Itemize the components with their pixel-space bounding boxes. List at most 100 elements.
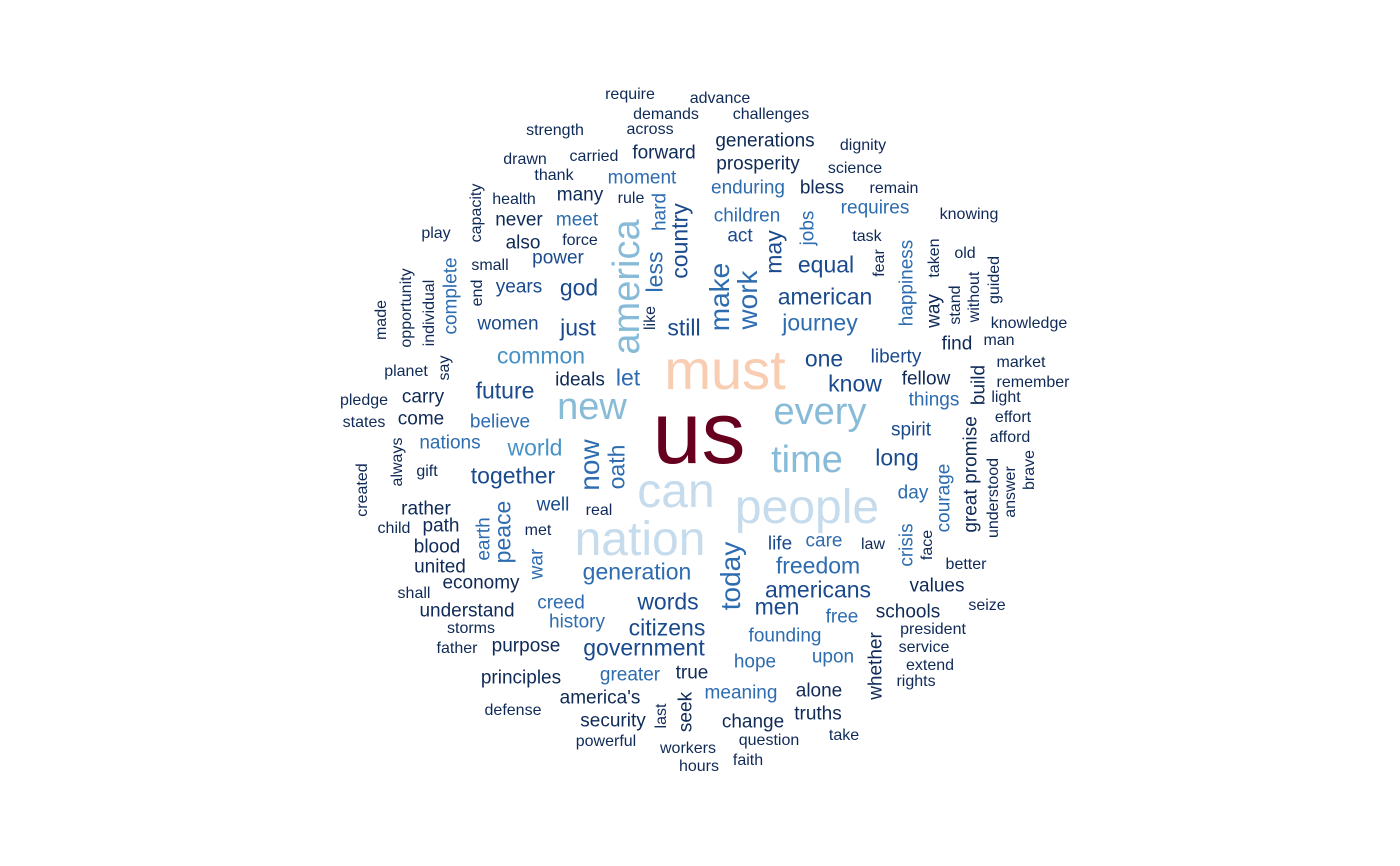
word: powerful [575, 733, 637, 750]
word: question [738, 732, 800, 749]
word: afford [989, 429, 1031, 446]
word: rather [401, 498, 451, 520]
word: change [721, 711, 785, 733]
word: greater [599, 664, 661, 686]
word: market [996, 354, 1046, 371]
word: founding [748, 625, 822, 647]
word: americans [764, 576, 872, 603]
word: journey [782, 309, 858, 336]
word: future [475, 377, 535, 404]
word: advance [689, 90, 751, 107]
word: take [828, 727, 860, 744]
word: answer [1002, 466, 1019, 518]
word: new [557, 386, 627, 428]
word: work [732, 270, 763, 330]
word: let [615, 364, 641, 391]
word: capacity [468, 183, 485, 243]
word: promise [960, 416, 982, 484]
word: demands [633, 106, 699, 123]
word: world [507, 434, 563, 461]
word: things [908, 389, 960, 411]
word: thank [534, 167, 574, 184]
word: rights [896, 673, 936, 690]
word: made [373, 299, 390, 341]
word: pledge [339, 392, 389, 409]
word: liberty [870, 346, 922, 368]
word: force [562, 232, 598, 249]
word: principles [480, 667, 562, 689]
word: hours [678, 758, 720, 775]
word: must [664, 338, 786, 401]
word: find [941, 333, 973, 355]
word: service [898, 639, 950, 656]
word: values [909, 575, 965, 597]
word: power [532, 247, 584, 269]
word: moment [607, 167, 677, 189]
word: extend [905, 657, 955, 674]
word: light [991, 389, 1021, 406]
word: guided [986, 255, 1003, 305]
word: remember [996, 374, 1070, 391]
word: american [777, 283, 873, 310]
word: strength [526, 122, 584, 139]
word: may [760, 230, 787, 274]
word: faith [732, 752, 764, 769]
word: common [496, 342, 586, 369]
word: oath [603, 444, 630, 490]
word: brave [1021, 449, 1038, 491]
word: forward [632, 142, 696, 164]
word: courage [933, 463, 955, 533]
word: peace [489, 500, 516, 564]
word: real [585, 502, 613, 519]
word: every [773, 391, 867, 433]
word: united [414, 556, 466, 578]
word: like [642, 305, 659, 331]
word: never [495, 209, 543, 231]
word: face [919, 529, 936, 561]
word: better [945, 556, 987, 573]
word: man [983, 332, 1015, 349]
word: less [641, 251, 668, 293]
word: play [421, 225, 451, 242]
word: say [436, 355, 453, 381]
word: generation [582, 558, 692, 585]
word: gift [416, 463, 438, 480]
word: equal [797, 251, 855, 278]
word: stand [947, 285, 964, 325]
word: economy [442, 572, 520, 594]
word: knowledge [990, 315, 1068, 332]
word: effort [994, 409, 1032, 426]
word: care [805, 530, 843, 552]
word: government [583, 634, 705, 661]
word: country [666, 203, 693, 279]
word: schools [875, 601, 941, 623]
word: today [715, 541, 746, 611]
word: generations [715, 130, 815, 152]
word: small [471, 257, 509, 274]
word: fellow [901, 368, 951, 390]
word: law [860, 536, 886, 553]
word: citizens [628, 614, 706, 641]
word: long [875, 444, 919, 471]
word: storms [447, 620, 495, 637]
word: rule [617, 190, 645, 207]
word: alone [795, 680, 843, 702]
word: always [389, 437, 406, 487]
word: truths [794, 703, 842, 725]
word: security [580, 710, 646, 732]
word: crisis [896, 523, 918, 567]
word: child [377, 520, 411, 537]
word: prosperity [716, 153, 800, 175]
word: creed [537, 592, 585, 614]
word: meaning [704, 682, 778, 704]
word: day [897, 482, 929, 504]
word: challenges [732, 106, 810, 123]
word: hope [733, 651, 777, 673]
word: know [828, 370, 882, 397]
word: individual [421, 279, 438, 347]
word: life [767, 533, 793, 555]
word: drawn [503, 151, 547, 168]
word: blood [413, 536, 461, 558]
word: come [397, 408, 445, 430]
